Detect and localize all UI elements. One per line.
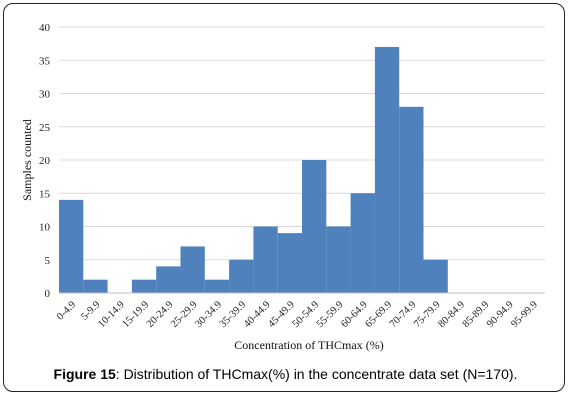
bar (83, 279, 108, 293)
histogram-chart: 0 5 10 15 20 25 30 35 40 0-4.9 5-9.910-14.915-19.… (20, 22, 545, 352)
x-tick-label: 15-19.9 (121, 299, 152, 330)
x-tick-label: 90-94.9 (485, 299, 516, 330)
x-tick-label: 45-49.9 (266, 299, 297, 330)
y-tick-label: 15 (39, 188, 51, 200)
x-tick-label: 60-64.9 (339, 299, 370, 330)
figure-caption: Figure 15: Distribution of THCmax(%) in … (0, 366, 571, 382)
bar (350, 193, 375, 293)
y-tick-label: 35 (39, 55, 51, 67)
x-tick-labels: 0-4.9 5-9.910-14.915-19.920-24.925-29.930… (55, 299, 540, 330)
y-tick-label: 25 (39, 122, 51, 134)
gridlines (59, 26, 545, 261)
bar (374, 46, 400, 294)
bars (59, 46, 448, 294)
y-tick-label: 20 (39, 155, 51, 167)
bar (59, 199, 84, 293)
bar (180, 246, 205, 293)
bar (277, 233, 302, 293)
x-tick-label: 40-44.9 (242, 299, 273, 330)
y-tick-label: 10 (39, 222, 51, 234)
bar (229, 259, 254, 293)
y-tick-label: 0 (45, 288, 51, 300)
y-axis-title: Samples counted (20, 119, 34, 201)
y-tick-label: 30 (39, 89, 51, 101)
bar (423, 259, 448, 293)
bar (156, 266, 181, 293)
bar (204, 279, 230, 293)
x-tick-label: 85-89.9 (461, 299, 492, 330)
y-tick-label: 40 (39, 22, 51, 34)
x-tick-label: 30-34.9 (193, 299, 224, 330)
bar (131, 279, 157, 293)
x-tick-label: 80-84.9 (436, 299, 467, 330)
bar (302, 160, 327, 293)
bar (253, 226, 278, 293)
x-tick-label: 0-4.9 (55, 299, 78, 322)
figure-frame (3, 3, 565, 392)
x-axis-title: Concentration of THCmax (%) (234, 338, 383, 352)
x-tick-label: 70-74.9 (388, 299, 419, 330)
caption-label: Figure 15 (53, 366, 116, 382)
bar (399, 106, 424, 293)
bar (326, 226, 351, 293)
x-tick-label: 10-14.9 (96, 299, 127, 330)
x-tick-label: 95-99.9 (509, 299, 540, 330)
x-tick-label: 35-39.9 (218, 299, 249, 330)
caption-text: : Distribution of THCmax(%) in the conce… (115, 366, 518, 382)
y-tick-label: 5 (45, 255, 51, 267)
x-tick-label: 65-69.9 (364, 299, 395, 330)
x-tick-label: 20-24.9 (145, 299, 176, 330)
y-tick-labels: 0 5 10 15 20 25 30 35 40 (39, 22, 51, 300)
x-tick-label: 55-59.9 (315, 299, 346, 330)
